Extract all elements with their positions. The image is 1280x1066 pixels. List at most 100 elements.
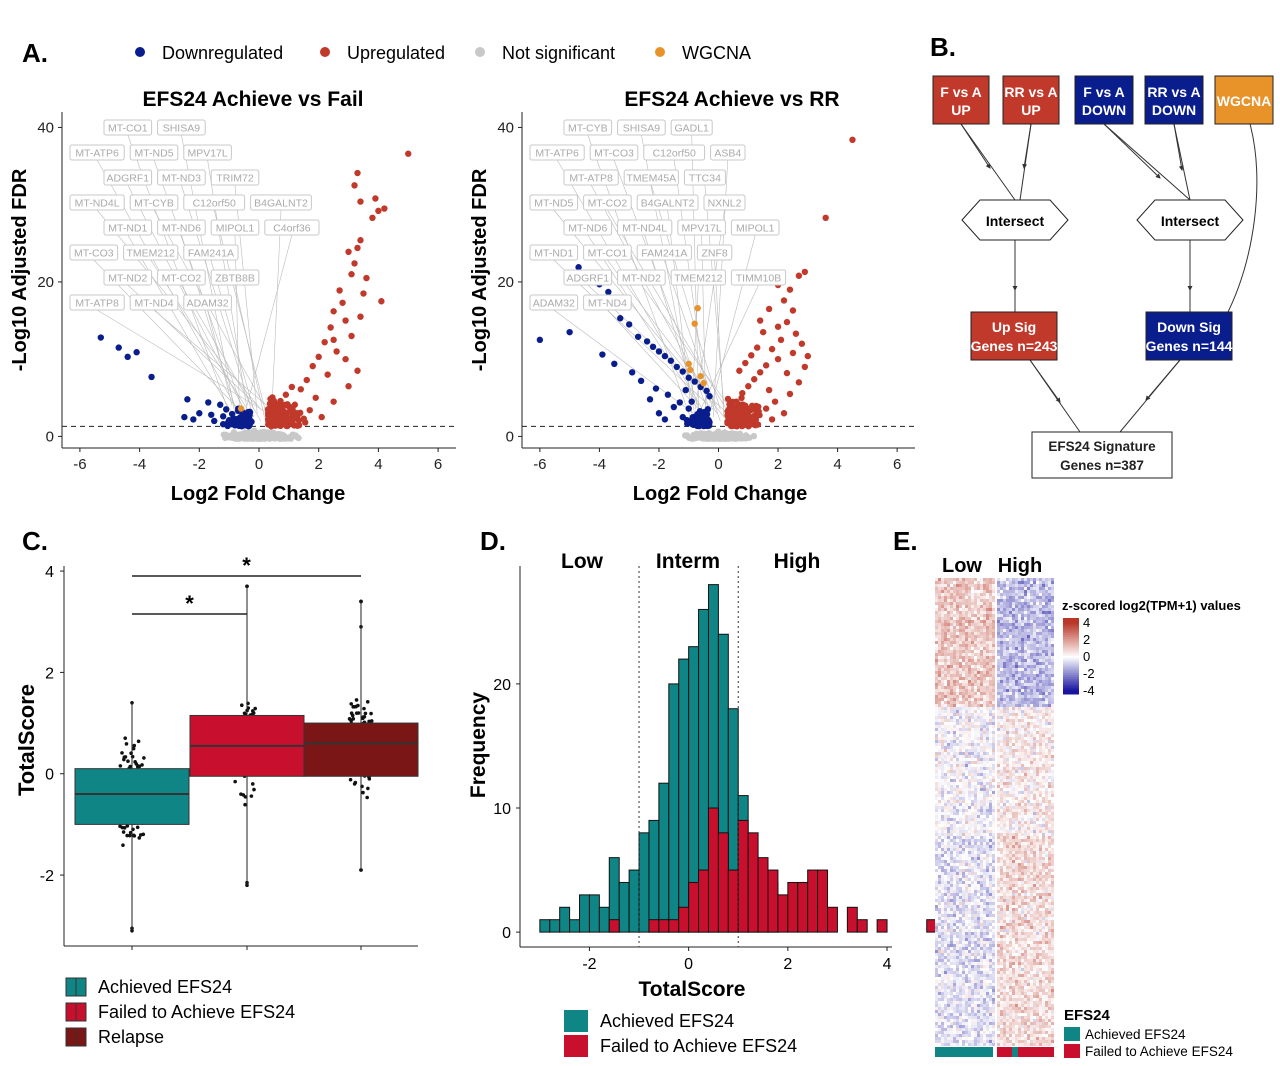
heatmap-cell [980, 944, 983, 947]
heatmap-cell [971, 956, 974, 959]
heatmap-cell [947, 629, 950, 632]
heatmap-cell [953, 701, 956, 704]
heatmap-cell [956, 860, 959, 863]
heatmap-cell [956, 863, 959, 866]
heatmap-cell [989, 818, 992, 821]
heatmap-cell [980, 890, 983, 893]
heatmap-cell [968, 803, 971, 806]
heatmap-cell [935, 608, 938, 611]
heatmap-cell [992, 899, 995, 902]
heatmap-cell [986, 641, 989, 644]
heatmap-cell [956, 671, 959, 674]
heatmap-cell [965, 770, 968, 773]
heatmap-cell [935, 743, 938, 746]
heatmap-cell [959, 971, 962, 974]
point-not-significant [278, 435, 286, 442]
heatmap-cell [959, 758, 962, 761]
heatmap-cell [935, 848, 938, 851]
point-up [783, 369, 791, 377]
heatmap-cell [959, 701, 962, 704]
point-down [181, 413, 188, 421]
heatmap-cell [959, 584, 962, 587]
heatmap-cell [971, 959, 974, 962]
heatmap-cell [989, 656, 992, 659]
heatmap-cell [947, 593, 950, 596]
point-down [643, 338, 651, 345]
heatmap-cell [956, 719, 959, 722]
point-up [789, 349, 797, 357]
heatmap-cell [941, 788, 944, 791]
heatmap-cell [971, 722, 974, 725]
gene-label: MT-ND5 [534, 198, 573, 210]
heatmap-cell [983, 821, 986, 824]
x-tick-label: -2 [652, 456, 665, 473]
heatmap-cell [968, 740, 971, 743]
heatmap-cell [959, 830, 962, 833]
heatmap-cell [944, 890, 947, 893]
point-wgcna [694, 304, 701, 312]
heatmap-cell [968, 623, 971, 626]
heatmap-cell [986, 860, 989, 863]
heatmap-cell [956, 635, 959, 638]
heatmap-cell [944, 914, 947, 917]
heatmap-cell [971, 761, 974, 764]
boxplot-point [249, 794, 254, 798]
heatmap-cell [941, 662, 944, 665]
heatmap-cell [986, 581, 989, 584]
heatmap-cell [962, 659, 965, 662]
heatmap-cell [941, 785, 944, 788]
heatmap-cell [953, 641, 956, 644]
heatmap-cell [983, 587, 986, 590]
point-up [727, 413, 734, 421]
histogram-bar-achieved [648, 819, 660, 933]
gene-label-box [636, 244, 692, 261]
heatmap-cell [989, 698, 992, 701]
heatmap-cell [986, 884, 989, 887]
heatmap-cell [956, 836, 959, 839]
heatmap-cell [944, 806, 947, 809]
heatmap-cell [947, 959, 950, 962]
heatmap-cell [938, 932, 941, 935]
heatmap-cell [941, 905, 944, 908]
heatmap-cell [986, 866, 989, 869]
heatmap-cell [986, 761, 989, 764]
heatmap-cell [962, 1013, 965, 1016]
heatmap-cell [974, 824, 977, 827]
heatmap-cell [962, 884, 965, 887]
heatmap-cell [947, 806, 950, 809]
heatmap-cell [959, 656, 962, 659]
point-down [685, 405, 692, 412]
heatmap-cell [968, 710, 971, 713]
heatmap-cell [992, 962, 995, 965]
heatmap-cell [950, 680, 953, 683]
heatmap-cell [953, 779, 956, 782]
heatmap-cell [989, 779, 992, 782]
heatmap-cell [941, 944, 944, 947]
point-down [219, 413, 227, 420]
heatmap-cell [941, 758, 944, 761]
histogram-bar-failed [717, 832, 729, 933]
heatmap-cell [986, 590, 989, 593]
heatmap-cell [935, 719, 938, 722]
heatmap-cell [938, 926, 941, 929]
heatmap-cell [953, 863, 956, 866]
heatmap-cell [968, 584, 971, 587]
heatmap-cell [962, 929, 965, 932]
heatmap-cell [989, 773, 992, 776]
histogram-bar-failed [807, 869, 819, 933]
heatmap-cell [959, 785, 962, 788]
x-tick-label: -2 [582, 956, 596, 973]
x-tick-label: 6 [893, 456, 901, 473]
heatmap-cell [992, 674, 995, 677]
heatmap-cell [938, 896, 941, 899]
heatmap-cell [968, 830, 971, 833]
heatmap-cell [983, 662, 986, 665]
heatmap-cell [977, 878, 980, 881]
heatmap-cell [971, 986, 974, 989]
heatmap-cell [959, 641, 962, 644]
heatmap-cell [974, 932, 977, 935]
heatmap-cell [938, 839, 941, 842]
flow-edge [1224, 123, 1258, 319]
heatmap-cell [959, 599, 962, 602]
